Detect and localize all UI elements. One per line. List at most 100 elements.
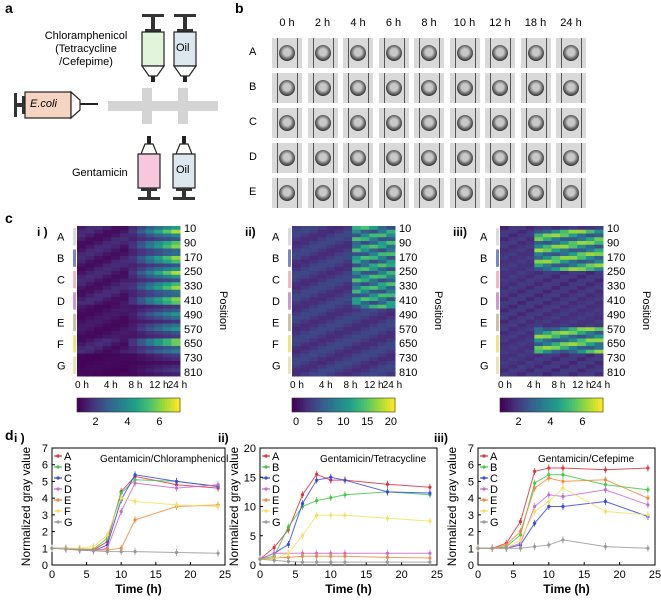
position-tick: 650 — [607, 338, 625, 350]
heatmap-cell — [300, 323, 310, 328]
y-axis-label: Normalized gray value — [227, 446, 241, 566]
heatmap-cell — [85, 229, 95, 234]
heatmap-cell — [517, 312, 527, 317]
heatmap-cell — [534, 263, 544, 268]
droplet-image — [414, 73, 444, 103]
colorbar-segment — [387, 398, 391, 412]
heatmap-cell — [534, 244, 544, 249]
heatmap-cell — [551, 248, 561, 253]
heatmap-cell — [119, 229, 129, 234]
heatmap-cell — [94, 368, 104, 373]
heatmap-cell — [517, 293, 527, 298]
heatmap-cell — [326, 319, 336, 324]
heatmap-cell — [292, 259, 302, 264]
heatmap-cell — [542, 312, 552, 317]
droplet-image — [343, 108, 373, 138]
heatmap-cell — [94, 274, 104, 279]
heatmap-cell — [85, 244, 95, 249]
heatmap-cell — [300, 334, 310, 339]
heatmap-cell — [377, 316, 387, 321]
colorbar-segment — [77, 398, 81, 412]
time-tick: 24 h — [383, 380, 402, 391]
droplet — [563, 115, 579, 131]
heatmap-cell — [145, 293, 155, 298]
colorbar-tick: 4 — [124, 416, 130, 428]
data-point — [272, 558, 276, 562]
y-tick-label: 3 — [42, 510, 48, 522]
heatmap-cell — [317, 308, 327, 313]
heatmap-cell — [326, 368, 336, 373]
colorbar-segment — [343, 398, 347, 412]
heatmap-cell — [317, 323, 327, 328]
heatmap-cell — [102, 361, 112, 366]
heatmap-cell — [145, 304, 155, 309]
heatmap-cell — [102, 248, 112, 253]
heatmap-cell — [128, 252, 138, 257]
heatmap-cell — [334, 248, 344, 253]
heatmap-cell — [128, 271, 138, 276]
heatmap-cell — [517, 233, 527, 238]
heatmap-cell — [300, 312, 310, 317]
legend-marker — [482, 487, 486, 491]
heatmap-cell — [85, 301, 95, 306]
colorbar-segment — [538, 398, 542, 412]
heatmap-cell — [128, 334, 138, 339]
heatmap-cell — [326, 259, 336, 264]
data-point — [603, 509, 608, 514]
oil-syringe-top — [172, 14, 198, 82]
colorbar-segment — [333, 398, 337, 412]
heatmap-cell — [568, 346, 578, 351]
heatmap-cell — [343, 226, 353, 231]
panel-d-letter: d — [5, 427, 14, 443]
heatmap-cell — [343, 338, 353, 343]
heatmap-cell — [517, 248, 527, 253]
heatmap-cell — [508, 278, 518, 283]
time-header: 6 h — [385, 17, 402, 29]
heatmap-cell — [334, 241, 344, 246]
heatmap-cell — [145, 256, 155, 261]
legend-marker — [264, 498, 268, 502]
heatmap-cell — [386, 237, 396, 242]
data-point — [133, 481, 137, 485]
heatmap-cell — [145, 237, 155, 242]
droplet-image — [378, 108, 409, 138]
heatmap-cell — [334, 342, 344, 347]
heatmap-cell — [525, 278, 535, 283]
chart-title: Gentamicin/Tetracycline — [320, 454, 427, 465]
group-label: C — [480, 275, 488, 287]
droplet-image — [520, 38, 551, 68]
heatmap-cell — [111, 319, 121, 324]
heatmap-cell — [334, 304, 344, 309]
heatmap-cell — [292, 241, 302, 246]
heatmap-cell — [317, 226, 327, 231]
heatmap-cell — [542, 349, 552, 354]
heatmap-cell — [585, 316, 595, 321]
heatmap-cell — [102, 256, 112, 261]
heatmap-cell — [360, 361, 370, 366]
heatmap-cell — [577, 241, 587, 246]
heatmap-cell — [326, 233, 336, 238]
heatmap-cell — [102, 271, 112, 276]
heatmap-cell — [560, 229, 570, 234]
heatmap-cell — [119, 338, 129, 343]
heatmap-cell — [94, 316, 104, 321]
heatmap-cell — [517, 263, 527, 268]
heatmap-cell — [577, 274, 587, 279]
data-point — [603, 545, 608, 549]
heatmap-cell — [551, 226, 561, 231]
heatmap-cell — [343, 259, 353, 264]
heatmap-cell — [577, 304, 587, 309]
legend-marker — [482, 509, 486, 513]
heatmap-cell — [500, 364, 510, 369]
heatmap-cell — [309, 233, 319, 238]
heatmap-cell — [352, 237, 362, 242]
heatmap-cell — [369, 229, 379, 234]
heatmap-cell — [162, 331, 172, 336]
heatmap-cell — [171, 256, 181, 261]
data-point — [286, 559, 290, 564]
droplet-image — [307, 108, 338, 138]
heatmap-cell — [369, 308, 379, 313]
heatmap-cell — [568, 327, 578, 332]
heatmap-cell — [162, 364, 172, 369]
time-tick: 0 h — [75, 380, 89, 391]
